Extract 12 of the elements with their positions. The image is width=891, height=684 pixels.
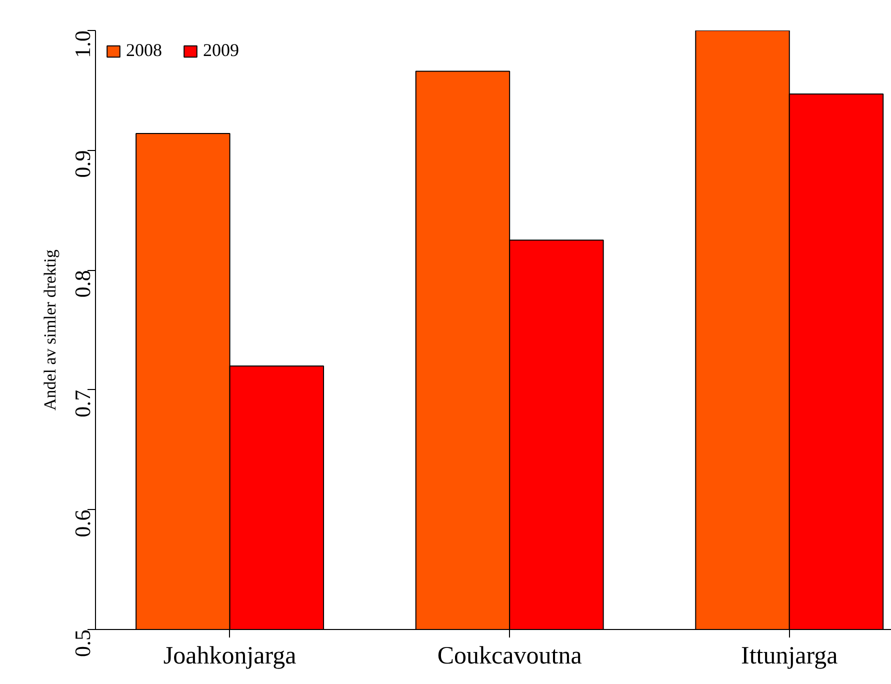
y-tick-label: 0.8 [70,270,95,298]
y-tick-label: 0.6 [70,510,95,538]
x-tick-label: Ittunjarga [741,642,838,670]
legend-label: 2008 [126,40,162,61]
y-axis-title: Andel av simler drektig [40,249,60,410]
x-tick-label: Coukcavoutna [437,642,582,670]
y-tick-label: 0.9 [70,150,95,178]
legend-label: 2009 [203,40,239,61]
x-tick-label: Joahkonjarga [163,642,296,670]
y-tick-label: 0.5 [70,630,95,657]
y-tick-label: 0.7 [70,390,95,418]
y-tick-label: 1.0 [70,30,95,58]
